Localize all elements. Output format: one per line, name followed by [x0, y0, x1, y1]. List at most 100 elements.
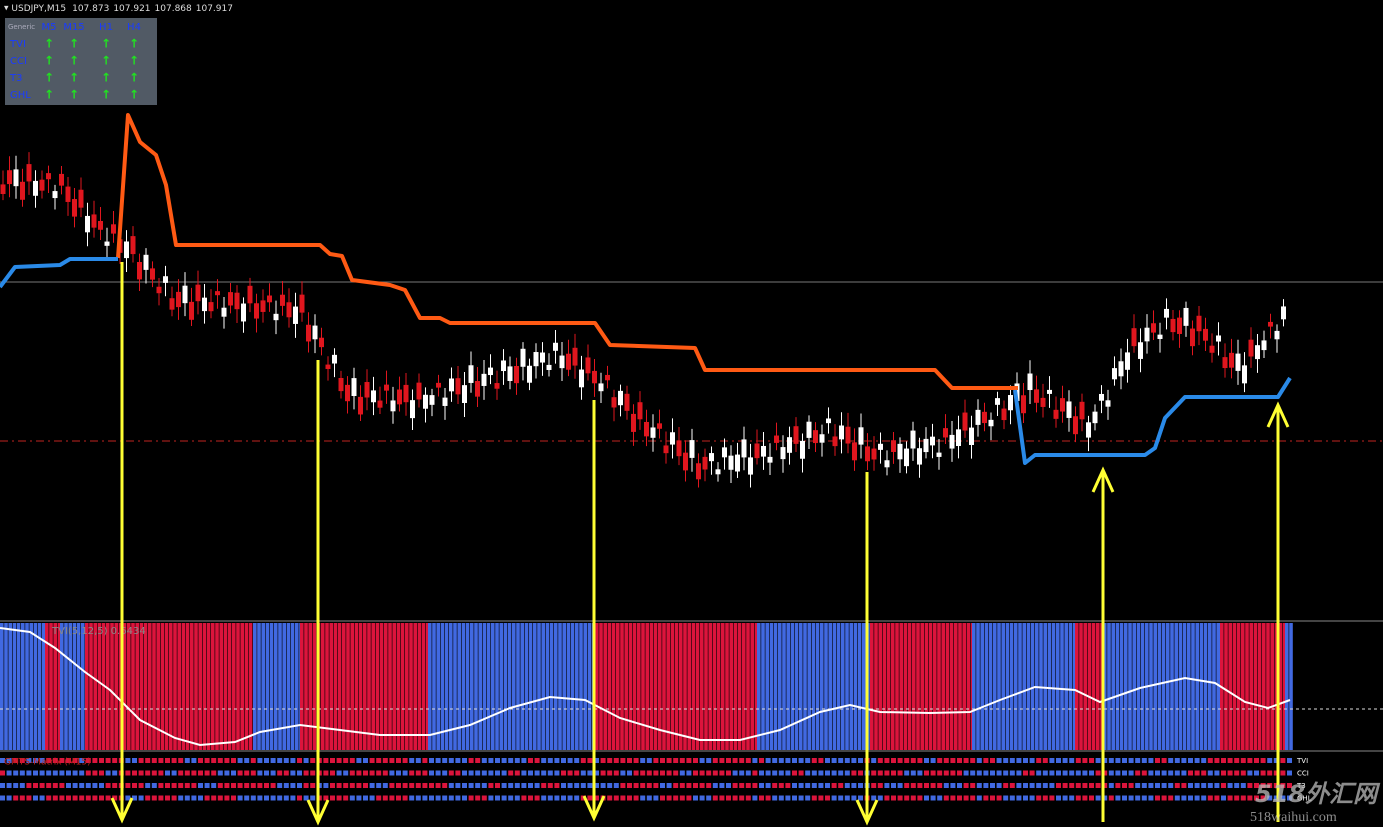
- matrix-cell: [534, 795, 540, 801]
- histogram-bar: [828, 623, 832, 750]
- matrix-cell: [1075, 758, 1081, 763]
- candle-body: [325, 364, 331, 369]
- matrix-cell: [1273, 795, 1279, 801]
- matrix-cell: [1135, 783, 1141, 788]
- matrix-cell: [541, 758, 547, 763]
- candle-body: [449, 378, 454, 392]
- matrix-cell: [818, 770, 824, 776]
- histogram-bar: [143, 623, 148, 750]
- matrix-cell: [52, 770, 58, 776]
- histogram-bar: [941, 623, 945, 750]
- histogram-bar: [321, 623, 325, 750]
- matrix-cell: [712, 758, 718, 763]
- matrix-cell: [851, 795, 857, 801]
- histogram-bar: [765, 623, 769, 750]
- candle-body: [52, 191, 58, 199]
- matrix-cell: [59, 795, 65, 801]
- candle-body: [715, 469, 721, 475]
- histogram-bar: [248, 623, 253, 750]
- matrix-cell: [1168, 783, 1174, 788]
- low: 107.868: [155, 4, 192, 14]
- matrix-row-label: T3: [1296, 782, 1306, 790]
- candle-body: [312, 325, 318, 340]
- histogram-bar: [274, 623, 278, 750]
- matrix-cell: [752, 770, 758, 776]
- histogram-bar: [1216, 623, 1220, 750]
- candle-body: [351, 378, 357, 396]
- matrix-cell: [1174, 770, 1180, 776]
- matrix-cell: [1108, 770, 1114, 776]
- candle-body: [104, 241, 110, 246]
- matrix-cell: [429, 758, 434, 763]
- matrix-cell: [409, 770, 415, 776]
- matrix-cell: [745, 783, 751, 788]
- matrix-cell: [673, 783, 679, 788]
- matrix-cell: [983, 795, 989, 801]
- matrix-cell: [52, 758, 58, 763]
- matrix-cell: [1075, 783, 1081, 788]
- matrix-cell: [851, 783, 857, 788]
- matrix-cell: [792, 795, 797, 801]
- histogram-bar: [658, 623, 662, 750]
- histogram-bar: [363, 623, 367, 750]
- histogram-bar: [1018, 623, 1022, 750]
- histogram-bar: [185, 623, 190, 750]
- histogram-bar: [754, 623, 759, 750]
- histogram-bar: [384, 623, 388, 750]
- matrix-cell: [1042, 758, 1048, 763]
- matrix-cell: [693, 795, 698, 801]
- matrix-cell: [990, 770, 995, 776]
- matrix-cell: [442, 783, 448, 788]
- histogram-bar: [72, 623, 77, 750]
- candle-body: [800, 440, 805, 459]
- matrix-cell: [19, 783, 25, 788]
- matrix-cell: [396, 758, 401, 763]
- candle-body: [0, 184, 6, 195]
- candle-body: [754, 443, 760, 459]
- matrix-cell: [871, 783, 877, 788]
- matrix-cell: [1128, 758, 1134, 763]
- matrix-cell: [13, 783, 19, 788]
- matrix-cell: [1069, 795, 1075, 801]
- matrix-cell: [646, 795, 652, 801]
- matrix-cell: [303, 770, 309, 776]
- histogram-bar: [1115, 623, 1120, 750]
- histogram-bar: [1208, 623, 1212, 750]
- candle-body: [481, 373, 487, 386]
- matrix-cell: [871, 795, 877, 801]
- signal-arrow: ↑: [101, 88, 111, 102]
- matrix-cell: [1240, 758, 1246, 763]
- matrix-cell: [917, 795, 923, 801]
- histogram-bar: [1245, 623, 1249, 750]
- matrix-cell: [587, 758, 593, 763]
- matrix-cell: [455, 758, 461, 763]
- matrix-cell: [290, 758, 296, 763]
- matrix-cell: [396, 783, 401, 788]
- histogram-bar: [333, 623, 338, 750]
- candle-body: [858, 427, 864, 445]
- matrix-cell: [871, 770, 877, 776]
- histogram-bar: [750, 623, 754, 750]
- matrix-cell: [1095, 795, 1101, 801]
- histogram-bar: [1096, 623, 1100, 750]
- histogram-bar: [899, 623, 903, 750]
- matrix-cell: [402, 770, 408, 776]
- histogram-bar: [537, 623, 541, 750]
- matrix-cell: [343, 758, 349, 763]
- candle-body: [514, 365, 519, 384]
- column-header: H4: [127, 22, 141, 33]
- histogram-bar: [37, 623, 42, 750]
- matrix-cell: [1049, 783, 1055, 788]
- matrix-cell: [343, 795, 349, 801]
- matrix-cell: [442, 795, 448, 801]
- candle-body: [598, 383, 604, 392]
- matrix-cell: [891, 795, 896, 801]
- matrix-cell: [759, 795, 764, 801]
- candle-body: [1203, 328, 1208, 341]
- histogram-bar: [1103, 623, 1107, 750]
- matrix-cell: [1003, 770, 1009, 776]
- matrix-cell: [99, 795, 104, 801]
- histogram-bar: [733, 623, 738, 750]
- matrix-cell: [1181, 783, 1187, 788]
- candle-body: [241, 303, 246, 322]
